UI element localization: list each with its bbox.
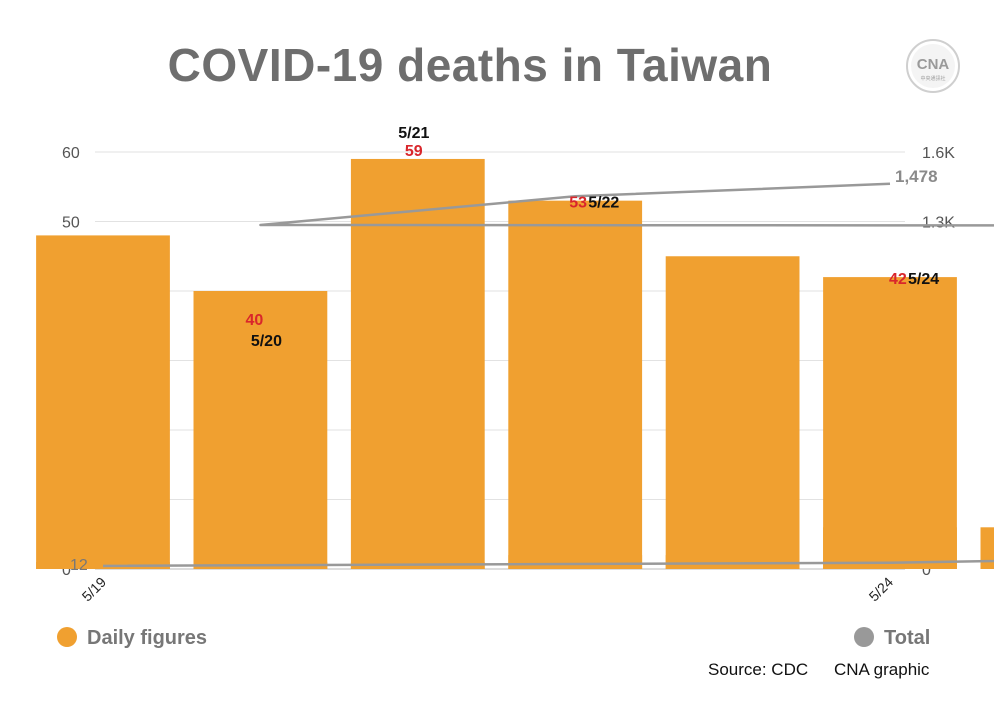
annotation-value: 42 xyxy=(889,271,907,288)
daily-legend-swatch xyxy=(57,627,77,647)
chart-title: COVID-19 deaths in Taiwan xyxy=(167,39,773,91)
right-tick-label: 0 xyxy=(922,562,931,579)
daily-bar xyxy=(823,277,957,569)
x-tick-label: 5/24 xyxy=(866,574,897,605)
annotation-date: 5/20 xyxy=(251,333,282,350)
annotation-date: 5/21 xyxy=(398,125,429,142)
credit-note: CNA graphic xyxy=(834,660,930,679)
source-note: Source: CDC xyxy=(708,660,809,679)
cna-logo: CNA 中央通訊社 xyxy=(906,39,960,93)
annotation-date: 5/22 xyxy=(588,195,619,212)
daily-bars xyxy=(36,158,994,569)
line-end-label: 1,478 xyxy=(895,167,938,186)
right-tick-label: 1.3K xyxy=(922,215,955,232)
total-legend-swatch xyxy=(854,627,874,647)
annotations: 215/29376/5246/23177/6128/724/27125/8175… xyxy=(246,125,940,350)
daily-bar xyxy=(508,200,643,569)
daily-legend-label: Daily figures xyxy=(87,627,207,649)
svg-text:CNA: CNA xyxy=(917,56,950,73)
daily-bar xyxy=(193,291,328,569)
left-tick-label: 0 xyxy=(62,562,71,579)
total-legend-label: Total xyxy=(884,627,930,649)
total-line: 12 1,478 xyxy=(70,167,994,574)
annotation-value: 59 xyxy=(405,143,423,160)
daily-bar xyxy=(665,256,800,569)
legend: Daily figures Total xyxy=(57,627,930,649)
annotation-date: 5/24 xyxy=(908,271,939,288)
left-tick-label: 50 xyxy=(62,215,80,232)
line-start-label: 12 xyxy=(70,557,88,574)
daily-bar xyxy=(350,158,485,569)
svg-text:中央通訊社: 中央通訊社 xyxy=(920,75,945,82)
annotation-value: 53 xyxy=(569,195,587,212)
x-tick-label: 5/19 xyxy=(79,574,110,605)
daily-bar xyxy=(36,235,170,569)
daily-bar xyxy=(980,527,994,569)
left-tick-label: 60 xyxy=(62,145,80,162)
right-tick-label: 1.6K xyxy=(922,145,955,162)
annotation-value: 40 xyxy=(246,312,264,329)
x-axis-ticks: 5/195/296/86/186/287/87/187/288/78/178/2… xyxy=(79,574,897,605)
